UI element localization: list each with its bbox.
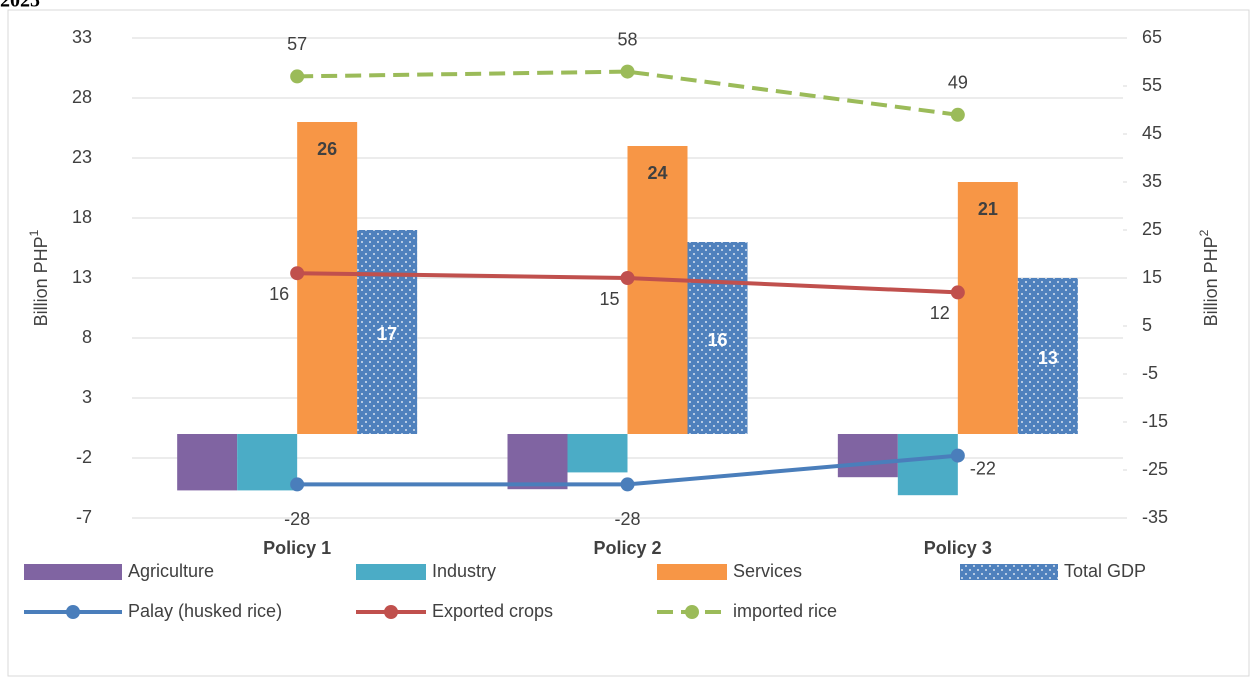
data-label: 58	[617, 29, 637, 49]
bar	[957, 182, 1018, 434]
legend-label: imported rice	[733, 601, 837, 621]
data-label: 26	[317, 139, 337, 159]
data-label: 16	[707, 330, 727, 350]
data-label: 12	[930, 303, 950, 323]
data-label: 57	[287, 34, 307, 54]
y-tick-label: 33	[72, 27, 92, 47]
data-label: 16	[269, 284, 289, 304]
chart-title: 2025	[0, 0, 40, 12]
y-tick-label: -7	[76, 507, 92, 527]
legend-marker	[66, 605, 80, 619]
x-tick-label: Policy 2	[593, 538, 661, 558]
y2-tick-label: -15	[1142, 411, 1168, 431]
y-tick-label: 28	[72, 87, 92, 107]
line-marker	[620, 64, 635, 79]
bar	[897, 434, 958, 496]
y2-tick-label: 35	[1142, 171, 1162, 191]
bar	[357, 230, 418, 434]
line-marker	[290, 69, 305, 84]
legend-label: Agriculture	[128, 561, 214, 581]
legend-label: Total GDP	[1064, 561, 1146, 581]
y-tick-label: 23	[72, 147, 92, 167]
data-label: -28	[284, 509, 310, 529]
legend-swatch	[24, 564, 122, 580]
y2-axis-title-sup: 2	[1197, 229, 1211, 236]
line-marker	[620, 271, 635, 285]
legend-swatch	[356, 564, 426, 580]
line-marker	[290, 266, 305, 281]
line	[297, 69, 959, 117]
y-tick-label: -2	[76, 447, 92, 467]
legend-label: Palay (husked rice)	[128, 601, 282, 621]
y-axis-title: Billion PHP1	[27, 229, 51, 326]
x-tick-label: Policy 3	[924, 538, 992, 558]
y2-tick-label: -35	[1142, 507, 1168, 527]
line-marker	[950, 448, 965, 463]
bar	[627, 146, 688, 434]
y-tick-label: 8	[82, 327, 92, 347]
legend-label: Services	[733, 561, 802, 581]
chart-border	[7, 9, 1250, 677]
data-label: 24	[647, 163, 667, 183]
bar	[1017, 278, 1078, 434]
legend-marker	[685, 605, 699, 619]
y-tick-label: 18	[72, 207, 92, 227]
y2-tick-label: 55	[1142, 75, 1162, 95]
bar	[237, 434, 298, 491]
legend-label: Industry	[432, 561, 496, 581]
x-tick-label: Policy 1	[263, 538, 331, 558]
y-tick-label: 3	[82, 387, 92, 407]
line-marker	[290, 477, 305, 492]
y-axis-title-text: Billion PHP	[31, 236, 51, 326]
y2-tick-label: 65	[1142, 27, 1162, 47]
line-marker	[620, 477, 635, 492]
data-label: 17	[377, 324, 397, 344]
legend-label: Exported crops	[432, 601, 553, 621]
data-label: 21	[978, 199, 998, 219]
bar	[507, 434, 568, 490]
y2-tick-label: 15	[1142, 267, 1162, 287]
legend-swatch	[657, 564, 727, 580]
data-label: -28	[614, 509, 640, 529]
y2-axis-title: Billion PHP2	[1197, 229, 1221, 326]
bar	[837, 434, 898, 478]
y2-tick-label: 45	[1142, 123, 1162, 143]
y-tick-label: 13	[72, 267, 92, 287]
y2-tick-label: -5	[1142, 363, 1158, 383]
data-label: 15	[599, 289, 619, 309]
y-axis-title-sup: 1	[27, 229, 41, 236]
data-label: 49	[948, 73, 968, 93]
y2-tick-label: 5	[1142, 315, 1152, 335]
legend-swatch	[960, 564, 1058, 580]
line-marker	[950, 285, 965, 300]
bar	[687, 242, 748, 434]
line-marker	[950, 107, 965, 122]
data-label: -22	[970, 458, 996, 478]
y2-tick-label: -25	[1142, 459, 1168, 479]
legend-marker	[384, 605, 398, 619]
bar	[177, 434, 238, 491]
data-label: 13	[1038, 348, 1058, 368]
bar	[567, 434, 628, 473]
y2-axis-title-text: Billion PHP	[1201, 236, 1221, 326]
y2-tick-label: 25	[1142, 219, 1162, 239]
bar	[297, 122, 358, 434]
